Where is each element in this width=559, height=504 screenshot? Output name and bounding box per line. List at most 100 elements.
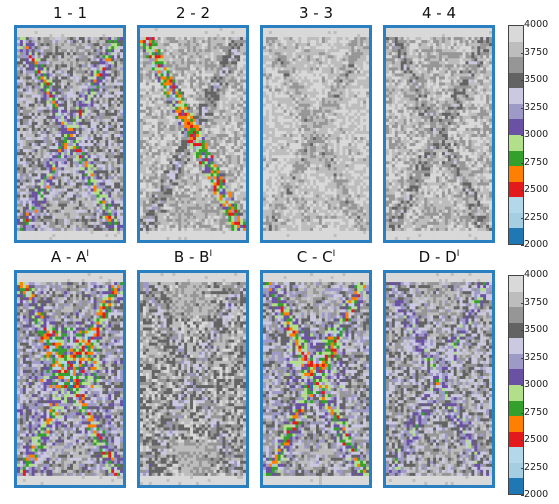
heatmap-cell — [75, 197, 79, 201]
heatmap-cell — [96, 206, 100, 210]
heatmap-cell — [166, 100, 170, 104]
heatmap-cell — [93, 55, 97, 59]
heatmap-cell — [22, 31, 26, 35]
heatmap-cell — [140, 185, 144, 189]
heatmap-cell — [19, 55, 24, 59]
heatmap-cell — [78, 176, 82, 180]
heatmap-cell — [175, 52, 179, 56]
heatmap-cell — [49, 134, 53, 138]
heatmap-cell — [105, 64, 109, 68]
heatmap-cell — [222, 188, 226, 192]
heatmap-cell — [193, 73, 197, 77]
heatmap-cell — [240, 209, 244, 213]
heatmap-cell — [140, 146, 144, 150]
heatmap-cell — [169, 152, 173, 156]
heatmap-cell — [55, 221, 59, 226]
heatmap-cell — [17, 112, 21, 116]
heatmap-cell — [114, 209, 118, 213]
heatmap-cell — [142, 76, 147, 80]
heatmap-cell — [52, 115, 56, 120]
heatmap-cell — [61, 206, 65, 210]
heatmap-cell — [28, 173, 32, 177]
heatmap-cell — [90, 64, 94, 68]
heatmap-cell — [231, 152, 235, 156]
heatmap-cell — [72, 212, 77, 216]
heatmap-cell — [99, 170, 103, 174]
heatmap-cell — [240, 212, 244, 216]
heatmap-cell — [19, 134, 24, 138]
heatmap-cell — [181, 212, 185, 216]
heatmap-cell — [67, 146, 71, 150]
heatmap-cell — [210, 179, 214, 183]
heatmap-cell — [160, 179, 164, 183]
heatmap-cell — [43, 70, 47, 74]
heatmap-cell — [28, 134, 32, 138]
heatmap-cell — [190, 215, 194, 219]
heatmap-cell — [184, 170, 188, 174]
heatmap-cell — [157, 85, 161, 89]
heatmap-cell — [166, 64, 170, 68]
heatmap-cell — [140, 215, 144, 219]
heatmap-cell — [166, 215, 170, 219]
heatmap-cell — [184, 194, 188, 198]
heatmap-cell — [231, 97, 235, 101]
heatmap-cell — [31, 161, 35, 165]
heatmap-cell — [184, 85, 188, 89]
heatmap-cell — [195, 64, 200, 68]
heatmap-cell — [213, 227, 217, 232]
heatmap-cell — [84, 34, 88, 38]
heatmap-cell — [34, 215, 38, 219]
heatmap-cell — [78, 173, 82, 177]
heatmap-cell — [178, 103, 182, 107]
heatmap-cell — [84, 64, 88, 68]
heatmap-cell — [55, 209, 59, 213]
heatmap-cell — [25, 146, 29, 150]
heatmap-cell — [222, 215, 226, 219]
heatmap-cell — [17, 221, 21, 226]
heatmap-cell — [49, 112, 53, 116]
heatmap-cell — [81, 127, 85, 132]
heatmap-cell — [19, 185, 24, 189]
heatmap-cell — [58, 121, 62, 126]
heatmap-cell — [34, 137, 38, 141]
heatmap-cell — [187, 40, 191, 44]
heatmap-cell — [34, 170, 38, 174]
heatmap-cell — [213, 194, 217, 198]
heatmap-cell — [231, 221, 235, 226]
heatmap-cell — [49, 55, 53, 59]
heatmap-cell — [31, 79, 35, 83]
heatmap-cell — [72, 127, 77, 132]
heatmap-cell — [64, 34, 68, 38]
heatmap-cell — [90, 152, 94, 156]
heatmap-cell — [225, 31, 229, 35]
heatmap-cell — [207, 140, 211, 144]
heatmap-cell — [140, 109, 144, 113]
heatmap-cell — [19, 158, 24, 162]
heatmap-cell — [70, 137, 74, 141]
heatmap-cell — [40, 118, 44, 123]
heatmap-cell — [157, 67, 161, 71]
heatmap-cell — [184, 73, 188, 77]
heatmap-cell — [90, 215, 94, 219]
heatmap-cell — [25, 28, 29, 32]
heatmap-cell — [105, 134, 109, 138]
heatmap-cell — [114, 55, 118, 59]
heatmap-cell — [70, 88, 74, 92]
heatmap-cell — [190, 140, 194, 144]
heatmap-cell — [216, 170, 220, 174]
heatmap-cell — [52, 218, 56, 222]
heatmap-cell — [210, 46, 214, 50]
heatmap-cell — [96, 191, 100, 195]
heatmap-cell — [207, 182, 211, 186]
heatmap-cell — [90, 127, 94, 132]
heatmap-cell — [166, 149, 170, 153]
heatmap-cell — [25, 97, 29, 101]
heatmap-cell — [201, 185, 205, 189]
heatmap-cell — [151, 40, 155, 44]
heatmap-cell — [151, 46, 155, 50]
heatmap-cell — [169, 70, 173, 74]
heatmap-cell — [172, 43, 176, 47]
heatmap-cell — [175, 215, 179, 219]
heatmap-cell — [34, 127, 38, 132]
heatmap-cell — [31, 121, 35, 126]
